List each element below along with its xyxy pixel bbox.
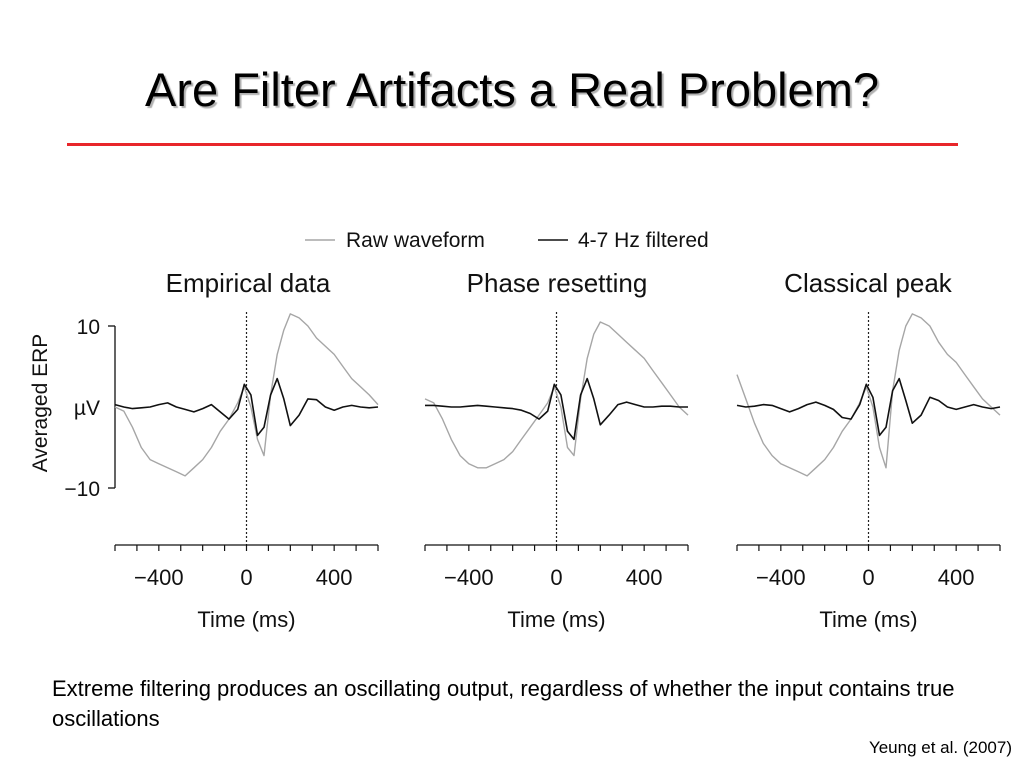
legend-label-0: Raw waveform [346,229,485,252]
slide-title: Are Filter Artifacts a Real Problem? [145,63,879,116]
x-tick-label-2-1: 0 [862,565,874,590]
series-line-2-1 [736,377,1001,437]
x-tick-label-0-0: −400 [134,565,184,590]
x-tick-label-2-2: 400 [938,565,975,590]
y-tick-label-1: −10 [64,478,100,501]
citation: Yeung et al. (2007) [868,738,1012,757]
title-underline [67,143,958,146]
chart-panel-1: Phase resetting −400 0 400 Time (ms) [424,268,689,632]
y-unit-label: µV [74,397,100,420]
x-tick-label-2-0: −400 [756,565,806,590]
y-axis-label: Averaged ERP [29,334,52,473]
chart-panel-2: Classical peak −400 0 400 Time (ms) [736,268,1001,632]
x-tick-label-1-2: 400 [626,565,663,590]
panel-title-0: Empirical data [166,268,331,298]
x-axis-label-1: Time (ms) [507,607,605,632]
x-tick-label-0-2: 400 [316,565,353,590]
panel-title-1: Phase resetting [467,268,648,298]
panel-title-2: Classical peak [784,268,953,298]
x-tick-label-1-1: 0 [550,565,562,590]
legend: Raw waveform 4-7 Hz filtered [305,229,709,252]
x-tick-label-1-0: −400 [444,565,494,590]
series-line-1-1 [425,377,688,441]
series-line-0-0 [114,313,379,477]
chart-panel-0: Empirical data −400 0 400 Time (ms) [114,268,379,632]
y-axis: 10 −10 µV Averaged ERP [29,316,116,501]
legend-label-1: 4-7 Hz filtered [578,229,709,252]
series-line-1-0 [424,321,689,469]
series-line-0-1 [114,377,379,437]
y-tick-label-0: 10 [77,316,100,339]
x-tick-label-0-1: 0 [240,565,252,590]
x-axis-label-0: Time (ms) [197,607,295,632]
slide-caption: Extreme filtering produces an oscillatin… [52,676,955,731]
series-line-2-0 [736,313,1001,477]
x-axis-label-2: Time (ms) [819,607,917,632]
